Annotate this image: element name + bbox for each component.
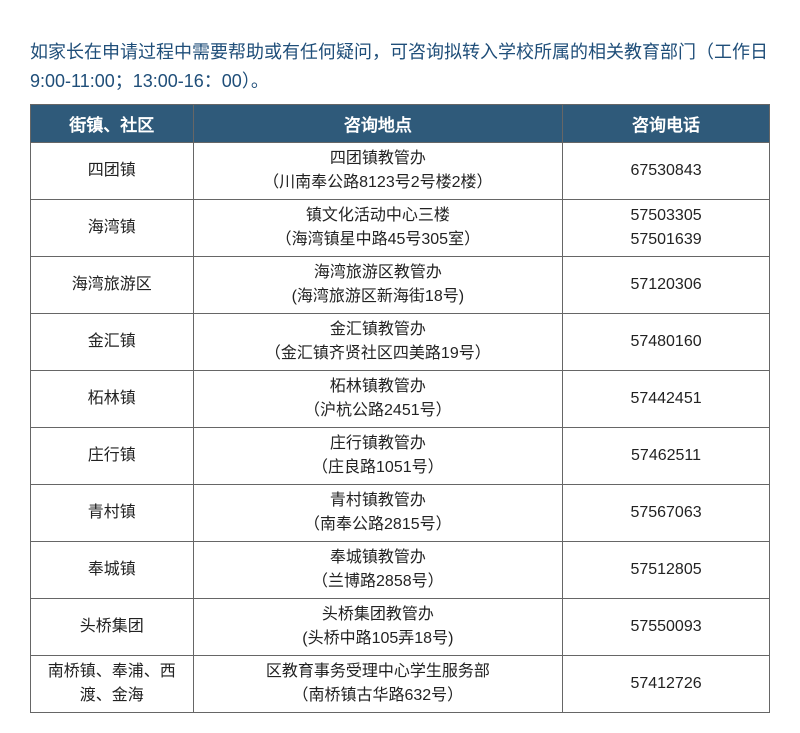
phone-line1: 57412726: [569, 672, 763, 696]
cell-town: 奉城镇: [31, 541, 194, 598]
address-line2: (头桥中路105弄18号): [200, 627, 557, 651]
cell-town: 四团镇: [31, 142, 194, 199]
address-line1: 四团镇教管办: [200, 147, 557, 171]
contact-table: 街镇、社区 咨询地点 咨询电话 四团镇四团镇教管办（川南奉公路8123号2号楼2…: [30, 104, 770, 713]
table-row: 奉城镇奉城镇教管办（兰博路2858号）57512805: [31, 541, 770, 598]
address-line1: 庄行镇教管办: [200, 432, 557, 456]
cell-town: 南桥镇、奉浦、西渡、金海: [31, 655, 194, 712]
address-line2: （南奉公路2815号）: [200, 513, 557, 537]
phone-line1: 57120306: [569, 273, 763, 297]
phone-line1: 57462511: [569, 444, 763, 468]
cell-address: 区教育事务受理中心学生服务部（南桥镇古华路632号）: [193, 655, 563, 712]
cell-address: 青村镇教管办（南奉公路2815号）: [193, 484, 563, 541]
cell-phone: 57480160: [563, 313, 770, 370]
address-line2: （庄良路1051号）: [200, 456, 557, 480]
phone-line1: 57503305: [569, 204, 763, 228]
address-line2: （川南奉公路8123号2号楼2楼）: [200, 171, 557, 195]
address-line2: （金汇镇齐贤社区四美路19号）: [200, 342, 557, 366]
address-line2: (海湾旅游区新海街18号): [200, 285, 557, 309]
address-line2: （沪杭公路2451号）: [200, 399, 557, 423]
phone-line1: 57442451: [569, 387, 763, 411]
address-line1: 镇文化活动中心三楼: [200, 204, 557, 228]
cell-phone: 5750330557501639: [563, 199, 770, 256]
address-line1: 奉城镇教管办: [200, 546, 557, 570]
cell-address: 海湾旅游区教管办(海湾旅游区新海街18号): [193, 256, 563, 313]
cell-address: 四团镇教管办（川南奉公路8123号2号楼2楼）: [193, 142, 563, 199]
table-row: 海湾旅游区海湾旅游区教管办(海湾旅游区新海街18号)57120306: [31, 256, 770, 313]
address-line1: 海湾旅游区教管办: [200, 261, 557, 285]
col-town: 街镇、社区: [31, 104, 194, 142]
col-address: 咨询地点: [193, 104, 563, 142]
intro-text: 如家长在申请过程中需要帮助或有任何疑问，可咨询拟转入学校所属的相关教育部门（工作…: [30, 38, 770, 96]
address-line1: 头桥集团教管办: [200, 603, 557, 627]
cell-town: 青村镇: [31, 484, 194, 541]
address-line2: （兰博路2858号）: [200, 570, 557, 594]
phone-line1: 57480160: [569, 330, 763, 354]
table-row: 柘林镇柘林镇教管办（沪杭公路2451号）57442451: [31, 370, 770, 427]
table-row: 青村镇青村镇教管办（南奉公路2815号）57567063: [31, 484, 770, 541]
cell-town: 庄行镇: [31, 427, 194, 484]
table-row: 金汇镇金汇镇教管办（金汇镇齐贤社区四美路19号）57480160: [31, 313, 770, 370]
cell-town: 柘林镇: [31, 370, 194, 427]
address-line2: （海湾镇星中路45号305室）: [200, 228, 557, 252]
col-phone: 咨询电话: [563, 104, 770, 142]
phone-line1: 67530843: [569, 159, 763, 183]
cell-phone: 67530843: [563, 142, 770, 199]
cell-town: 金汇镇: [31, 313, 194, 370]
cell-address: 镇文化活动中心三楼（海湾镇星中路45号305室）: [193, 199, 563, 256]
address-line1: 区教育事务受理中心学生服务部: [200, 660, 557, 684]
table-row: 南桥镇、奉浦、西渡、金海区教育事务受理中心学生服务部（南桥镇古华路632号）57…: [31, 655, 770, 712]
cell-town: 海湾旅游区: [31, 256, 194, 313]
cell-address: 奉城镇教管办（兰博路2858号）: [193, 541, 563, 598]
cell-phone: 57442451: [563, 370, 770, 427]
address-line1: 金汇镇教管办: [200, 318, 557, 342]
cell-address: 柘林镇教管办（沪杭公路2451号）: [193, 370, 563, 427]
cell-address: 庄行镇教管办（庄良路1051号）: [193, 427, 563, 484]
cell-phone: 57412726: [563, 655, 770, 712]
address-line2: （南桥镇古华路632号）: [200, 684, 557, 708]
cell-town: 海湾镇: [31, 199, 194, 256]
phone-line1: 57567063: [569, 501, 763, 525]
table-row: 海湾镇镇文化活动中心三楼（海湾镇星中路45号305室）5750330557501…: [31, 199, 770, 256]
phone-line1: 57512805: [569, 558, 763, 582]
cell-address: 金汇镇教管办（金汇镇齐贤社区四美路19号）: [193, 313, 563, 370]
table-row: 四团镇四团镇教管办（川南奉公路8123号2号楼2楼）67530843: [31, 142, 770, 199]
cell-phone: 57462511: [563, 427, 770, 484]
phone-line2: 57501639: [569, 228, 763, 252]
address-line1: 青村镇教管办: [200, 489, 557, 513]
table-row: 庄行镇庄行镇教管办（庄良路1051号）57462511: [31, 427, 770, 484]
cell-phone: 57512805: [563, 541, 770, 598]
cell-phone: 57120306: [563, 256, 770, 313]
address-line1: 柘林镇教管办: [200, 375, 557, 399]
table-header-row: 街镇、社区 咨询地点 咨询电话: [31, 104, 770, 142]
cell-phone: 57567063: [563, 484, 770, 541]
